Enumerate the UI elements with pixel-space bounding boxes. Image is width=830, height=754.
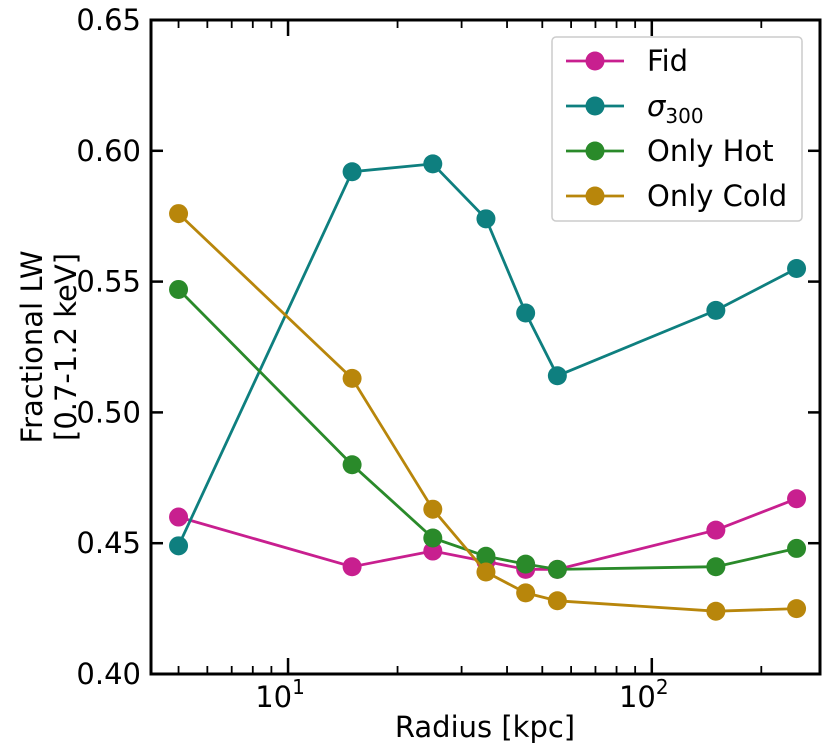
data-point xyxy=(476,546,496,566)
data-point xyxy=(169,536,189,556)
legend: Fid σ300 Only Hot Only Cold xyxy=(551,36,803,222)
series-fid xyxy=(169,489,807,579)
data-point xyxy=(787,599,807,619)
data-point xyxy=(516,583,536,603)
data-point xyxy=(169,507,189,527)
y-tick-label: 0.45 xyxy=(76,526,141,560)
data-point xyxy=(342,162,362,182)
data-point xyxy=(706,520,726,540)
y-tick-label: 0.55 xyxy=(76,265,141,299)
x-tick-label: 102 xyxy=(619,675,669,714)
legend-label: Only Hot xyxy=(647,134,774,168)
series-line xyxy=(177,288,797,571)
legend-item: Only Cold xyxy=(566,179,787,213)
y-axis-label-line1: Fractional LW xyxy=(15,251,49,444)
y-axis-label-line2: [0.7-1.2 keV] xyxy=(49,253,83,441)
data-point xyxy=(787,259,807,279)
plot-frame xyxy=(149,18,822,676)
legend-box xyxy=(551,36,803,222)
y-tick-label: 0.60 xyxy=(76,134,141,168)
data-point xyxy=(342,455,362,475)
legend-marker xyxy=(585,96,605,116)
legend-item: Only Hot xyxy=(566,134,774,168)
axis-ticks: 0.40 0.45 0.50 0.55 0.60 0.65 101 102 xyxy=(76,3,820,714)
data-point xyxy=(516,303,536,323)
series-line xyxy=(177,212,797,613)
data-point xyxy=(516,554,536,574)
series-only-cold xyxy=(169,204,807,621)
data-point xyxy=(787,538,807,558)
y-tick-label: 0.65 xyxy=(76,3,141,37)
legend-label: Only Cold xyxy=(647,179,787,213)
legend-label: Fid xyxy=(647,44,688,78)
legend-marker xyxy=(585,186,605,206)
data-point xyxy=(423,154,443,174)
y-tick-label: 0.40 xyxy=(76,657,141,691)
series-line xyxy=(177,162,798,547)
data-point xyxy=(169,204,189,224)
legend-item: Fid xyxy=(566,44,688,78)
data-point xyxy=(423,541,443,561)
series-line xyxy=(178,497,798,571)
data-point xyxy=(547,591,567,611)
data-point xyxy=(423,528,443,548)
data-point xyxy=(706,300,726,320)
data-point xyxy=(342,368,362,388)
y-tick-label: 0.50 xyxy=(76,395,141,429)
data-point xyxy=(342,557,362,577)
data-point xyxy=(706,601,726,621)
series-layer xyxy=(169,154,807,621)
series-σ300 xyxy=(169,154,807,556)
data-point xyxy=(547,366,567,386)
legend-item: σ300 xyxy=(566,89,704,128)
data-point xyxy=(476,562,496,582)
x-axis-label: Radius [kpc] xyxy=(395,710,575,744)
series-only-hot xyxy=(169,279,807,579)
data-point xyxy=(706,557,726,577)
legend-marker xyxy=(585,141,605,161)
data-point xyxy=(423,499,443,519)
data-point xyxy=(476,209,496,229)
x-tick-label: 101 xyxy=(255,675,305,714)
data-point xyxy=(169,279,189,299)
data-point xyxy=(787,489,807,509)
legend-marker xyxy=(585,51,605,71)
data-point xyxy=(547,559,567,579)
legend-label: σ300 xyxy=(647,89,704,128)
